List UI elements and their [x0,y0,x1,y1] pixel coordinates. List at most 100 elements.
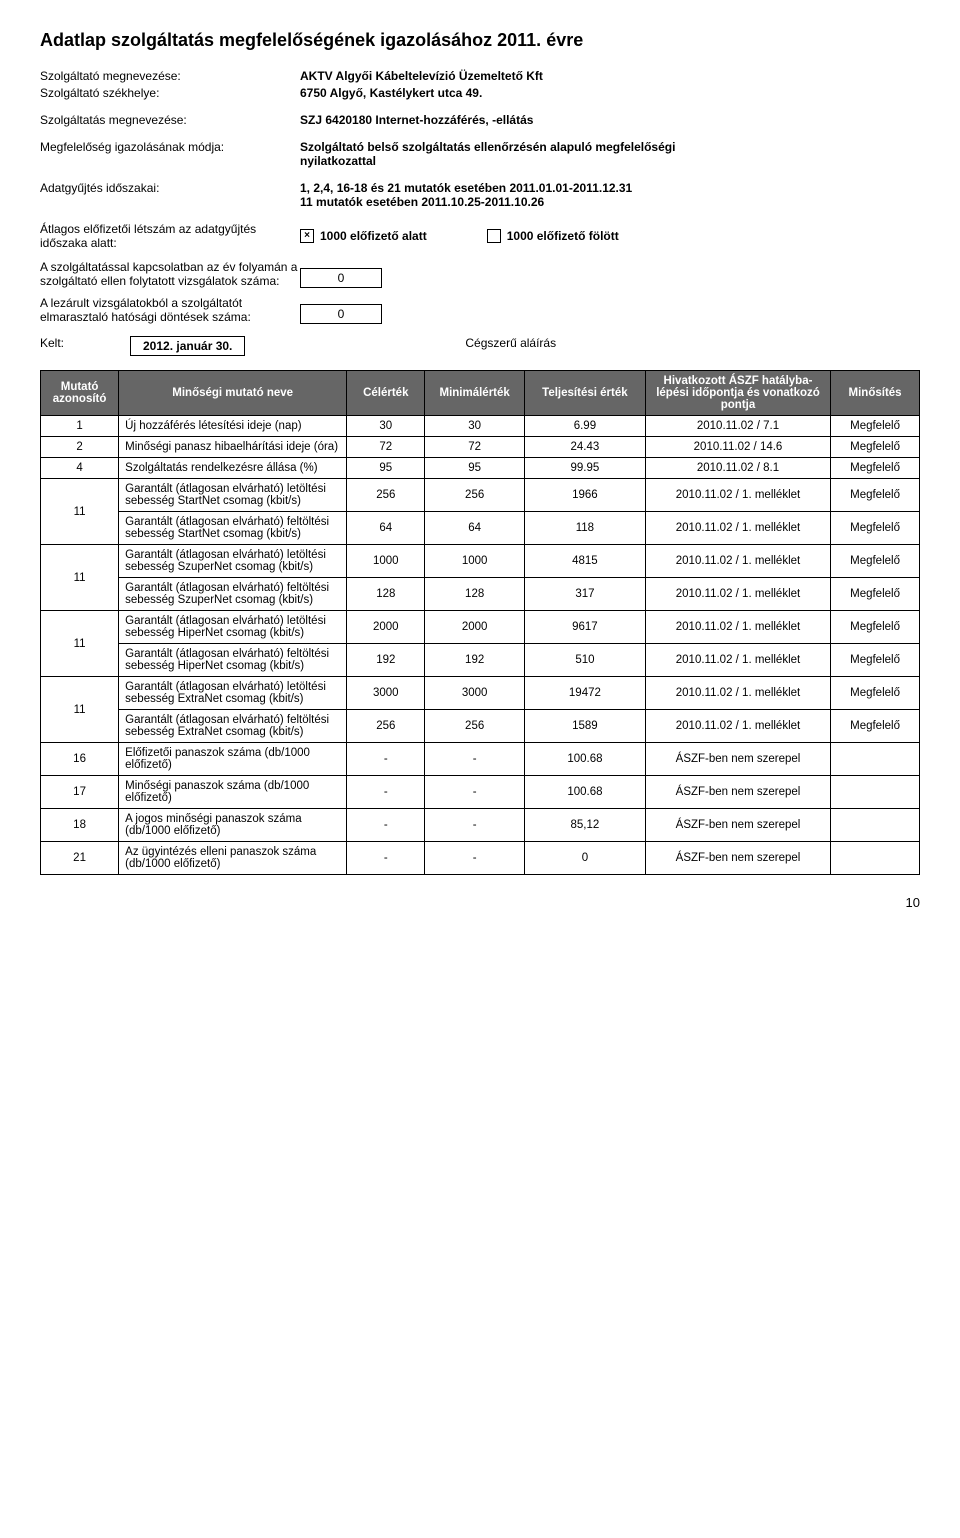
cell-actual: 1589 [524,710,645,743]
date-value: 2012. január 30. [130,336,245,356]
cell-ref: 2010.11.02 / 1. melléklet [645,677,830,710]
cell-rating: Megfelelő [831,512,920,545]
info-row: Megfelelőség igazolásának módja: Szolgál… [40,140,920,168]
cell [831,809,920,842]
cell-ref: 2010.11.02 / 1. melléklet [645,611,830,644]
col-min: Minimálérték [425,371,525,416]
cell: Előfizetői panaszok száma (db/1000 előfi… [119,743,347,776]
info-value: SZJ 6420180 Internet-hozzáférés, -ellátá… [300,113,533,127]
info-section-1: Szolgáltató megnevezése: AKTV Algyői Káb… [40,69,920,100]
cell-name: Garantált (átlagosan elvárható) letöltés… [119,677,347,710]
cell-min: 256 [425,710,525,743]
cell-target: 64 [347,512,425,545]
cell-actual: 19472 [524,677,645,710]
cell-min: 64 [425,512,525,545]
table-row: Garantált (átlagosan elvárható) feltölté… [41,710,920,743]
cell-min: 256 [425,479,525,512]
table-row: 11Garantált (átlagosan elvárható) letölt… [41,479,920,512]
cell: - [425,776,525,809]
cell-ref: 2010.11.02 / 1. melléklet [645,578,830,611]
cell: A jogos minőségi panaszok száma (db/1000… [119,809,347,842]
cell: Szolgáltatás rendelkezésre állása (%) [119,458,347,479]
info-value: AKTV Algyői Kábeltelevízió Üzemeltető Kf… [300,69,543,83]
table-row: 16Előfizetői panaszok száma (db/1000 elő… [41,743,920,776]
cell: - [425,809,525,842]
info-row: Szolgáltatás megnevezése: SZJ 6420180 In… [40,113,920,127]
info-label: Szolgáltató székhelye: [40,86,300,100]
cell: 1 [41,416,119,437]
table-row: 2Minőségi panasz hibaelhárítási ideje (ó… [41,437,920,458]
cell [831,776,920,809]
cell-target: 1000 [347,545,425,578]
info-row: Szolgáltató megnevezése: AKTV Algyői Káb… [40,69,920,83]
date-label: Kelt: [40,336,130,356]
decision-count-row: A lezárult vizsgálatokból a szolgáltatót… [40,296,920,324]
cell: - [347,776,425,809]
cell: 95 [425,458,525,479]
cell-rating: Megfelelő [831,545,920,578]
signature-label: Cégszerű aláírás [465,336,556,356]
cell: ÁSZF-ben nem szerepel [645,842,830,875]
table-row: 18A jogos minőségi panaszok száma (db/10… [41,809,920,842]
cell: 85,12 [524,809,645,842]
cell-id: 11 [41,545,119,611]
cell-name: Garantált (átlagosan elvárható) feltölté… [119,578,347,611]
cell: 2010.11.02 / 7.1 [645,416,830,437]
col-rating: Minősítés [831,371,920,416]
cell: 2 [41,437,119,458]
col-ref: Hivatkozott ÁSZF hatályba-lépési időpont… [645,371,830,416]
checkbox-under-group: × 1000 előfizető alatt [300,229,427,243]
col-target: Célérték [347,371,425,416]
cell-min: 3000 [425,677,525,710]
cell-name: Garantált (átlagosan elvárható) letöltés… [119,479,347,512]
info-row: Szolgáltató székhelye: 6750 Algyő, Kasté… [40,86,920,100]
cell: Minőségi panasz hibaelhárítási ideje (ór… [119,437,347,458]
cell-name: Garantált (átlagosan elvárható) feltölté… [119,644,347,677]
table-row: 21Az ügyintézés elleni panaszok száma (d… [41,842,920,875]
count-box: 0 [300,304,382,324]
cell: ÁSZF-ben nem szerepel [645,809,830,842]
cell: 30 [425,416,525,437]
cell: Megfelelő [831,458,920,479]
cell: 72 [347,437,425,458]
info-value: Szolgáltató belső szolgáltatás ellenőrzé… [300,140,700,168]
cell: ÁSZF-ben nem szerepel [645,743,830,776]
cell: 6.99 [524,416,645,437]
cell-name: Garantált (átlagosan elvárható) feltölté… [119,512,347,545]
cell-name: Garantált (átlagosan elvárható) feltölté… [119,710,347,743]
cell: - [347,842,425,875]
table-row: 1Új hozzáférés létesítési ideje (nap)303… [41,416,920,437]
cell: - [425,842,525,875]
cell-min: 2000 [425,611,525,644]
cell-actual: 317 [524,578,645,611]
table-row: 17Minőségi panaszok száma (db/1000 előfi… [41,776,920,809]
cell [831,743,920,776]
indicator-table: Mutató azonosító Minőségi mutató neve Cé… [40,370,920,875]
date-signature-row: Kelt: 2012. január 30. Cégszerű aláírás [40,336,920,356]
checkbox-under-icon[interactable]: × [300,229,314,243]
cell: 99.95 [524,458,645,479]
cell-target: 2000 [347,611,425,644]
subscriber-label: Átlagos előfizetői létszám az adatgyűjté… [40,222,300,250]
subscriber-count-row: Átlagos előfizetői létszám az adatgyűjté… [40,222,920,250]
cell-rating: Megfelelő [831,644,920,677]
info-label: Szolgáltató megnevezése: [40,69,300,83]
table-row: Garantált (átlagosan elvárható) feltölté… [41,512,920,545]
checkbox-over-icon[interactable] [487,229,501,243]
cell-target: 256 [347,710,425,743]
cell-ref: 2010.11.02 / 1. melléklet [645,644,830,677]
info-row: Adatgyűjtés időszakai: 1, 2,4, 16-18 és … [40,181,920,209]
page-title: Adatlap szolgáltatás megfelelőségének ig… [40,30,920,51]
cell-ref: 2010.11.02 / 1. melléklet [645,512,830,545]
cell: 100.68 [524,743,645,776]
cell-actual: 118 [524,512,645,545]
table-row: 11Garantált (átlagosan elvárható) letölt… [41,545,920,578]
cell-rating: Megfelelő [831,578,920,611]
cell-actual: 510 [524,644,645,677]
cell-id: 11 [41,479,119,545]
cell-target: 3000 [347,677,425,710]
cell: Az ügyintézés elleni panaszok száma (db/… [119,842,347,875]
cell-min: 128 [425,578,525,611]
investigation-count-row: A szolgáltatással kapcsolatban az év fol… [40,260,920,288]
cell: 72 [425,437,525,458]
